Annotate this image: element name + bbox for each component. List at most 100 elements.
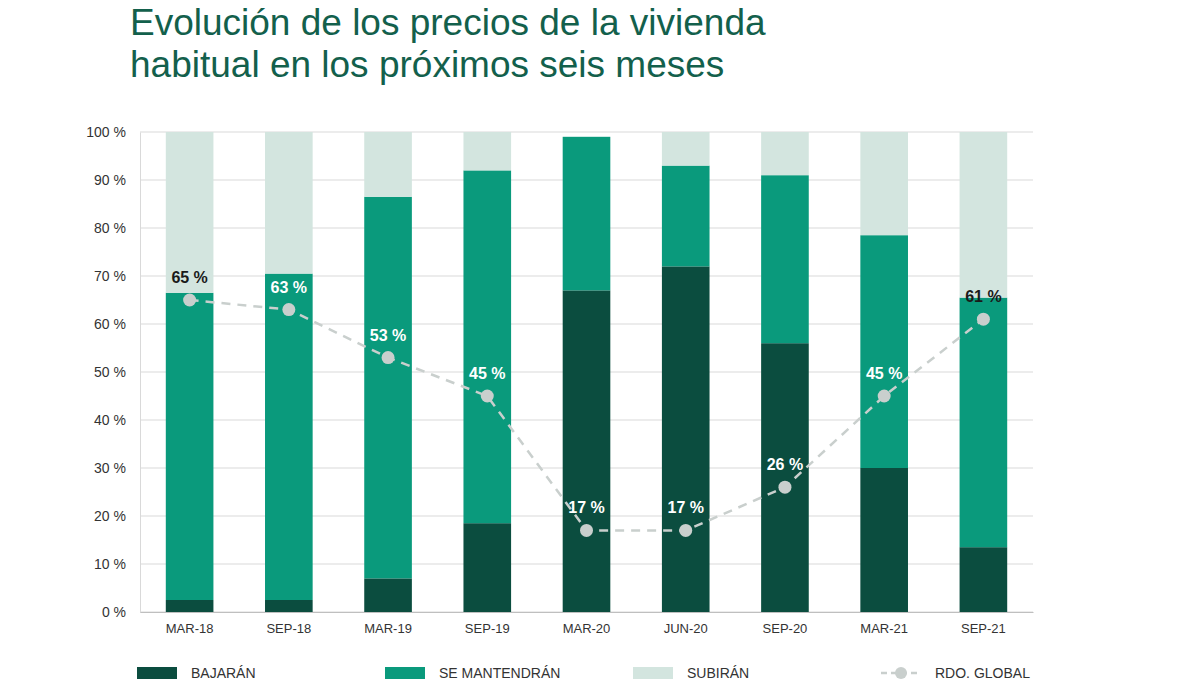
y-tick-label: 60 % bbox=[94, 316, 126, 332]
y-tick: 20 % bbox=[94, 508, 140, 524]
bar bbox=[166, 132, 214, 293]
y-tick-label: 10 % bbox=[94, 556, 126, 572]
legend-item: BAJARÁN bbox=[137, 665, 256, 681]
y-tick: 30 % bbox=[94, 460, 140, 476]
marker bbox=[183, 294, 196, 307]
x-tick-label: MAR-18 bbox=[166, 621, 214, 636]
bar bbox=[463, 170, 511, 523]
marker bbox=[977, 313, 990, 326]
x-tick-label: SEP-20 bbox=[763, 621, 808, 636]
chart: 0 % 10 % 20 % 30 % 40 % 50 % 60 % 70 % 80 % 90 % 1… bbox=[0, 0, 1200, 686]
bar bbox=[860, 235, 908, 468]
x-tick: SEP-18 bbox=[266, 612, 311, 636]
bar bbox=[463, 132, 511, 170]
bar bbox=[761, 343, 809, 612]
y-tick: 10 % bbox=[94, 556, 140, 572]
marker bbox=[878, 390, 891, 403]
x-tick: MAR-20 bbox=[563, 612, 611, 636]
y-axis: 0 % 10 % 20 % 30 % 40 % 50 % 60 % 70 % 80 % 90 % 1… bbox=[86, 124, 140, 620]
data-label: 63 % bbox=[271, 279, 307, 296]
legend-label: RDO. GLOBAL bbox=[935, 665, 1030, 681]
bar bbox=[960, 547, 1008, 612]
x-axis-line bbox=[141, 612, 1034, 613]
y-tick-label: 70 % bbox=[94, 268, 126, 284]
bar bbox=[563, 137, 611, 291]
legend-item: SE MANTENDRÁN bbox=[385, 665, 560, 681]
x-tick-label: SEP-19 bbox=[465, 621, 510, 636]
data-labels: 65 %63 %53 %45 %17 %17 %26 %45 %61 % bbox=[171, 269, 1001, 516]
x-axis: MAR-18 SEP-18 MAR-19 SEP-19 MAR-20 JUN-20 SEP-… bbox=[141, 612, 1034, 636]
legend-swatch bbox=[137, 667, 177, 679]
bar bbox=[960, 298, 1008, 548]
marker bbox=[679, 524, 692, 537]
data-label: 65 % bbox=[171, 269, 207, 286]
data-label: 45 % bbox=[866, 365, 902, 382]
marker bbox=[580, 524, 593, 537]
data-label: 53 % bbox=[370, 327, 406, 344]
bar bbox=[662, 266, 710, 612]
y-tick: 50 % bbox=[94, 364, 140, 380]
data-label: 26 % bbox=[767, 456, 803, 473]
x-tick-label: SEP-21 bbox=[961, 621, 1006, 636]
title: Evolución de los precios de la vivienda … bbox=[130, 2, 870, 86]
bar bbox=[463, 523, 511, 612]
x-tick-label: MAR-21 bbox=[860, 621, 908, 636]
bar bbox=[364, 578, 412, 612]
x-tick: MAR-21 bbox=[860, 612, 908, 636]
y-tick: 70 % bbox=[94, 268, 140, 284]
y-tick-label: 0 % bbox=[102, 604, 126, 620]
bar bbox=[265, 600, 313, 612]
y-tick-label: 30 % bbox=[94, 460, 126, 476]
x-tick: SEP-21 bbox=[961, 612, 1006, 636]
line bbox=[190, 300, 984, 530]
x-tick: MAR-19 bbox=[364, 612, 412, 636]
bar bbox=[166, 600, 214, 612]
x-tick-label: MAR-20 bbox=[563, 621, 611, 636]
y-tick: 60 % bbox=[94, 316, 140, 332]
legend-item: RDO. GLOBAL bbox=[881, 665, 1030, 681]
x-tick: MAR-18 bbox=[166, 612, 214, 636]
x-tick: SEP-20 bbox=[763, 612, 808, 636]
legend-label: BAJARÁN bbox=[191, 665, 256, 681]
bar bbox=[662, 166, 710, 267]
bar bbox=[166, 293, 214, 600]
bar bbox=[563, 290, 611, 612]
data-label: 61 % bbox=[965, 288, 1001, 305]
y-tick: 0 % bbox=[102, 604, 140, 620]
bar bbox=[761, 175, 809, 343]
y-tick-label: 100 % bbox=[86, 124, 126, 140]
plot-area bbox=[166, 132, 1007, 612]
legend-label: SE MANTENDRÁN bbox=[439, 665, 560, 681]
bar bbox=[563, 136, 611, 137]
bar bbox=[364, 197, 412, 579]
y-tick-label: 90 % bbox=[94, 172, 126, 188]
y-tick-label: 50 % bbox=[94, 364, 126, 380]
legend-label: SUBIRÁN bbox=[687, 665, 749, 681]
bar bbox=[364, 132, 412, 197]
grid bbox=[140, 132, 1033, 612]
legend-item: SUBIRÁN bbox=[633, 665, 749, 681]
x-tick: SEP-19 bbox=[465, 612, 510, 636]
x-tick-label: JUN-20 bbox=[664, 621, 708, 636]
bar bbox=[860, 132, 908, 235]
y-tick: 90 % bbox=[94, 172, 140, 188]
marker bbox=[481, 390, 494, 403]
y-tick: 80 % bbox=[94, 220, 140, 236]
legend-swatch bbox=[633, 667, 673, 679]
legend-swatch bbox=[385, 667, 425, 679]
bar-series bbox=[166, 132, 1007, 298]
y-tick: 40 % bbox=[94, 412, 140, 428]
y-tick: 100 % bbox=[86, 124, 140, 140]
legend-marker bbox=[895, 667, 907, 679]
x-tick-label: SEP-18 bbox=[266, 621, 311, 636]
y-axis-line bbox=[140, 133, 141, 613]
data-label: 17 % bbox=[568, 499, 604, 516]
bar bbox=[662, 132, 710, 166]
data-label: 17 % bbox=[667, 499, 703, 516]
bar bbox=[265, 274, 313, 600]
x-tick-label: MAR-19 bbox=[364, 621, 412, 636]
legend: BAJARÁN SE MANTENDRÁN SUBIRÁN RDO. GLOBAL bbox=[137, 665, 1030, 681]
bar bbox=[761, 132, 809, 175]
marker bbox=[382, 351, 395, 364]
marker bbox=[778, 481, 791, 494]
